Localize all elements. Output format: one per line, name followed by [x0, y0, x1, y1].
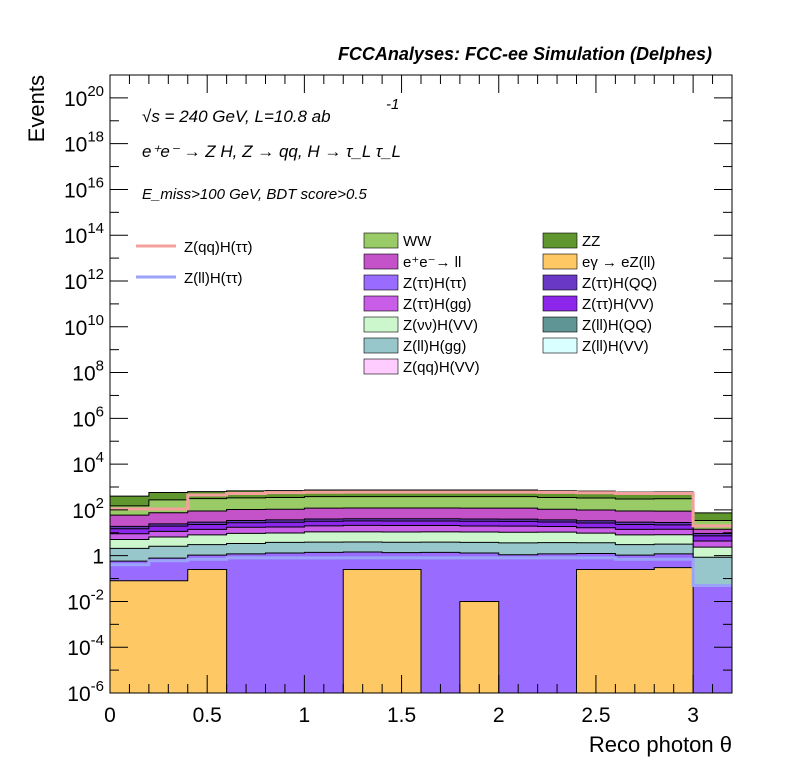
legend-label: Z(ττ)H(ττ) — [403, 275, 467, 292]
legend-label: Z(ll)H(QQ) — [582, 317, 652, 334]
x-tick-label: 3 — [687, 704, 699, 727]
y-tick-label: 1014 — [64, 220, 104, 248]
y-tick-label: 10-6 — [67, 678, 104, 706]
legend-swatch-z-ll-h-vv — [542, 337, 578, 354]
x-axis-title: Reco photon θ — [589, 732, 732, 757]
x-tick-label: 0.5 — [193, 704, 222, 727]
legend-label: Z(ττ)H(QQ) — [582, 275, 657, 292]
legend-swatch-z-ll-h-gg — [363, 337, 399, 354]
annotation-process: e⁺e⁻ → Z H, Z → qq, H → τ_L τ_L — [142, 142, 401, 161]
y-tick-label: 1018 — [64, 129, 104, 157]
annotation-energy: √s = 240 GeV, L=10.8 ab -1 — [142, 96, 399, 126]
stack-e-ez-ll — [109, 567, 732, 694]
y-tick-label: 1016 — [64, 174, 104, 202]
signal-lines — [110, 490, 732, 587]
legend-label: Z(ll)H(VV) — [582, 338, 649, 355]
stacked-histograms — [109, 489, 733, 694]
axis-ticks — [109, 74, 733, 694]
legend-swatch-e-e-ll — [363, 253, 399, 270]
legend-label: eγ → eZ(ll) — [582, 254, 655, 271]
legend-swatch-ww — [363, 232, 399, 249]
legend-swatch-z-h-qq — [542, 274, 578, 291]
y-tick-label: 104 — [72, 449, 104, 477]
legend-swatch-z-h-gg — [363, 295, 399, 312]
y-tick-label: 1010 — [64, 312, 104, 340]
signal-z-ll-h — [110, 556, 732, 587]
plot-header: FCCAnalyses: FCC-ee Simulation (Delphes) — [338, 44, 712, 64]
legend-swatch-z-h — [363, 274, 399, 291]
legend-swatch-z-qq-h-vv — [363, 358, 399, 375]
legend-label: WW — [403, 233, 432, 250]
legend-swatch-z-ll-h-qq — [542, 316, 578, 333]
legend-swatch-e-ez-ll — [542, 253, 578, 270]
legend-label: Z(ll)H(ττ) — [184, 270, 243, 287]
energy-text: √s = 240 GeV, L=10.8 ab — [142, 107, 331, 126]
legend-label: Z(ll)H(gg) — [403, 338, 466, 355]
y-tick-label: 10-2 — [67, 586, 104, 614]
y-tick-label: 106 — [72, 403, 104, 431]
x-tick-label: 2.5 — [581, 704, 610, 727]
x-tick-label: 1 — [299, 704, 311, 727]
x-tick-label: 2 — [493, 704, 505, 727]
x-tick-labels: 0 0.5 1 1.5 2 2.5 3 — [104, 704, 699, 727]
x-tick-label: 0 — [104, 704, 116, 727]
y-tick-label: 10-4 — [67, 632, 104, 660]
y-tick-label: 102 — [72, 495, 104, 523]
y-tick-label: 108 — [72, 358, 104, 386]
legend-swatch-z-h-vv — [363, 316, 399, 333]
x-tick-label: 1.5 — [387, 704, 416, 727]
legend: Z(qq)H(ττ) Z(ll)H(ττ) WW e⁺e⁻→ ll Z(ττ)H(ττ)… — [136, 232, 657, 376]
legend-swatch-zz — [542, 232, 578, 249]
legend-label: Z(qq)H(ττ) — [184, 239, 253, 256]
legend-swatch-z-h-vv — [542, 295, 578, 312]
legend-label: Z(νν)H(VV) — [403, 317, 478, 334]
y-tick-labels: 10-6 10-4 10-2 1 102 104 106 108 1010 1012 1014 101… — [64, 83, 104, 706]
legend-label: Z(qq)H(VV) — [403, 359, 480, 376]
legend-label: Z(ττ)H(VV) — [582, 296, 654, 313]
y-tick-label: 1 — [92, 546, 104, 569]
y-axis-title: Events — [24, 75, 49, 142]
signal-z-qq-h — [110, 490, 732, 528]
legend-label: ZZ — [582, 233, 600, 250]
legend-label: e⁺e⁻→ ll — [403, 254, 461, 271]
y-tick-label: 1020 — [64, 83, 104, 111]
energy-exponent: -1 — [386, 96, 399, 113]
legend-label: Z(ττ)H(gg) — [403, 296, 472, 313]
y-tick-label: 1012 — [64, 266, 104, 294]
annotation-selection: E_miss>100 GeV, BDT score>0.5 — [142, 186, 367, 203]
